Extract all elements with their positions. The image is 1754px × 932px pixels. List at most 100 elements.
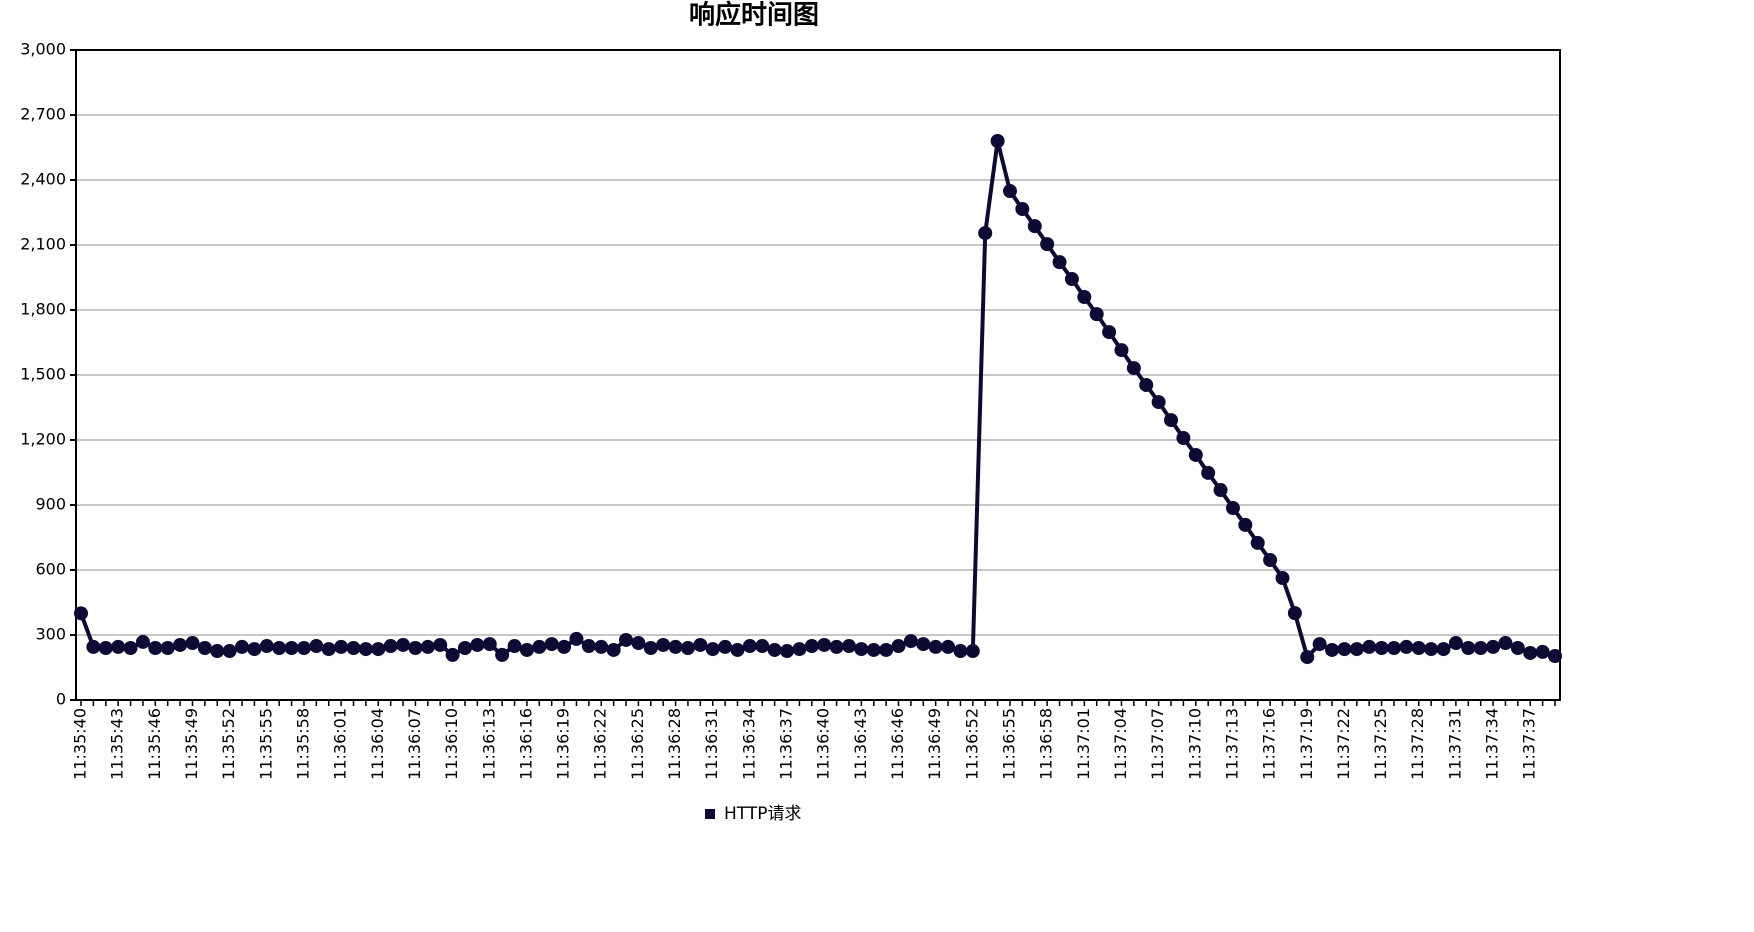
data-point: [185, 636, 200, 651]
data-point: [1461, 641, 1476, 655]
data-point: [408, 641, 423, 655]
x-tick-label: 11:36:55: [999, 708, 1018, 780]
data-point: [767, 642, 782, 657]
data-point: [420, 639, 435, 654]
data-point: [941, 639, 956, 654]
data-point: [1263, 553, 1278, 568]
y-tick-label: 2,100: [20, 235, 66, 254]
data-point: [879, 642, 894, 657]
data-point: [755, 639, 770, 654]
data-point: [656, 637, 671, 652]
data-point: [817, 637, 832, 652]
data-point: [1337, 642, 1352, 657]
data-point: [259, 639, 274, 654]
data-point: [1374, 641, 1389, 655]
data-point: [978, 226, 993, 241]
x-tick-label: 11:37:34: [1483, 708, 1502, 780]
data-point: [86, 639, 101, 654]
y-tick-label: 2,400: [20, 170, 66, 189]
data-point: [1349, 642, 1364, 657]
x-tick-label: 11:36:31: [702, 708, 721, 780]
data-point: [804, 639, 819, 654]
data-point: [247, 642, 262, 657]
x-tick-label: 11:36:40: [814, 708, 833, 780]
data-point: [1275, 571, 1290, 586]
data-point: [396, 637, 411, 652]
x-tick-label: 11:37:04: [1111, 708, 1130, 780]
data-point: [841, 639, 856, 654]
data-point: [1386, 641, 1401, 655]
data-point: [1002, 184, 1017, 199]
data-point: [519, 642, 534, 657]
x-tick-label: 11:35:58: [293, 708, 312, 780]
data-point: [433, 637, 448, 652]
data-point: [581, 639, 596, 654]
data-point: [668, 639, 683, 654]
data-point: [482, 637, 497, 652]
data-point: [990, 134, 1005, 148]
data-point: [569, 631, 584, 646]
data-point: [1424, 642, 1439, 657]
y-tick-label: 3,000: [20, 40, 66, 59]
x-tick-label: 11:36:58: [1037, 708, 1056, 780]
x-tick-label: 11:36:25: [628, 708, 647, 780]
y-tick-label: 900: [35, 495, 66, 514]
data-point: [123, 641, 138, 655]
x-tick-label: 11:35:40: [71, 708, 90, 780]
x-tick-label: 11:37:19: [1297, 708, 1316, 780]
x-tick-label: 11:37:37: [1520, 708, 1539, 780]
data-point: [891, 639, 906, 654]
data-point: [1486, 639, 1501, 654]
data-point: [457, 641, 472, 655]
data-point: [1114, 343, 1129, 358]
x-tick-label: 11:37:16: [1260, 708, 1279, 780]
x-tick-label: 11:37:31: [1445, 708, 1464, 780]
data-point: [111, 639, 126, 654]
data-point: [903, 634, 918, 649]
data-point: [371, 642, 386, 657]
x-tick-label: 11:36:10: [442, 708, 461, 780]
x-tick-label: 11:37:10: [1185, 708, 1204, 780]
x-tick-label: 11:36:16: [516, 708, 535, 780]
data-point: [1225, 501, 1240, 516]
data-point: [148, 641, 163, 655]
data-point: [284, 641, 299, 655]
x-tick-label: 11:37:25: [1371, 708, 1390, 780]
data-point: [296, 641, 311, 655]
data-point: [1027, 219, 1042, 234]
y-tick-label: 600: [35, 560, 66, 579]
data-point: [1325, 642, 1340, 657]
data-point: [705, 642, 720, 657]
x-tick-label: 11:37:28: [1408, 708, 1427, 780]
x-tick-label: 11:36:34: [739, 708, 758, 780]
data-point: [160, 641, 175, 655]
data-point: [792, 642, 807, 657]
chart-title: 响应时间图: [689, 0, 819, 31]
data-point: [780, 644, 795, 659]
data-point: [1473, 641, 1488, 655]
legend-label: HTTP请求: [724, 804, 802, 824]
x-tick-label: 11:35:43: [108, 708, 127, 780]
x-tick-label: 11:35:55: [256, 708, 275, 780]
data-point: [1523, 645, 1538, 660]
data-point: [74, 606, 88, 621]
data-point: [916, 637, 931, 652]
data-point: [173, 637, 188, 652]
data-point: [544, 637, 559, 652]
data-point: [334, 639, 349, 654]
y-tick-label: 1,200: [20, 430, 66, 449]
data-point: [1052, 255, 1067, 270]
x-tick-label: 11:36:46: [888, 708, 907, 780]
x-tick-label: 11:35:46: [145, 708, 164, 780]
data-point: [829, 639, 844, 654]
data-point: [1287, 606, 1302, 621]
data-point: [718, 639, 733, 654]
series-line: [79, 139, 1556, 660]
x-tick-label: 11:36:52: [962, 708, 981, 780]
data-point: [953, 644, 968, 659]
x-tick-label: 11:37:07: [1148, 708, 1167, 780]
data-point: [1448, 636, 1463, 651]
y-tick-label: 2,700: [20, 105, 66, 124]
data-point: [1399, 639, 1414, 654]
